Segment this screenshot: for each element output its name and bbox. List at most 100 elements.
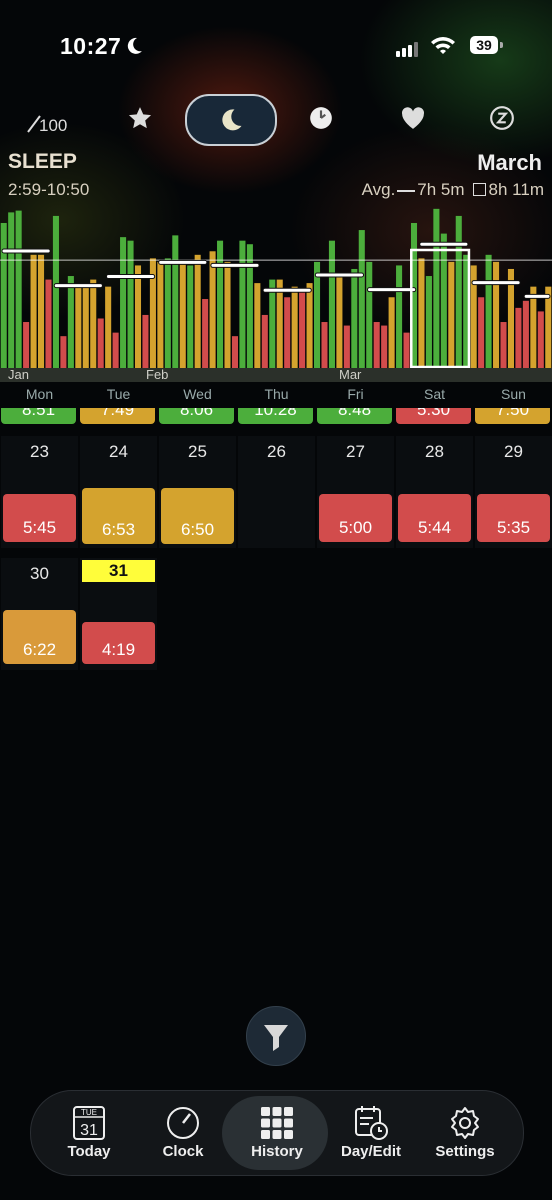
prev-week-badge[interactable]: 10:28 [238,408,313,424]
sleep-bar [493,261,500,368]
nav-history[interactable]: History [222,1091,328,1175]
weekday-sun: Sun [501,386,526,402]
status-time: 10:27 [60,33,122,59]
sleep-bar [425,276,432,368]
sleep-duration-badge: 5:44 [398,494,471,542]
weekday-sat: Sat [423,386,445,402]
prev-week-badge[interactable]: 8:48 [317,408,392,424]
sleep-bar [269,279,276,368]
calendar-day-cell[interactable]: 29 5:35 [475,436,552,548]
clock-icon [310,107,332,129]
avg-label: Avg. [361,180,396,199]
prev-week-value: 8:48 [337,408,372,419]
sleep-bar [373,322,380,368]
sleep-duration-badge: 5:35 [477,494,550,542]
sleep-bar [381,325,388,368]
selected-week-box[interactable] [410,248,471,368]
sleep-range: 2:59-10:50 [8,180,90,199]
sleep-bar [164,258,171,368]
prev-week-badge[interactable]: 8:06 [159,408,234,424]
tab-clock[interactable] [297,94,345,142]
sleep-bar [15,210,22,368]
weekday-mon: Mon [25,386,54,402]
sleep-bar [440,233,447,368]
sleep-bar [239,240,246,368]
sleep-bar [343,325,350,368]
today-day-number: 31 [82,560,155,582]
calendar-day-cell[interactable]: 28 5:44 [396,436,473,548]
sleep-bar [187,265,194,368]
tab-snooze[interactable] [478,94,526,142]
gauge-icon [167,1107,199,1139]
calendar-day-cell[interactable]: 31 4:19 [80,558,157,670]
calendar-day-cell[interactable]: 26 [238,436,315,548]
nav-settings-label: Settings [435,1143,495,1160]
battery-tip [500,42,503,48]
snooze-icon [490,106,514,130]
weekly-average-marker [158,259,208,265]
sleep-bar [38,254,45,368]
day-number: 28 [425,442,444,461]
day-number: 24 [109,442,128,461]
day-number: 27 [346,442,365,461]
calendar-day-cell[interactable]: 30 6:22 [1,558,78,670]
nav-today[interactable]: TUE 31 Today [39,1091,139,1175]
sleep-bar [120,237,127,368]
weekly-average-marker [523,293,551,299]
sleep-duration-badge: 5:00 [319,494,392,542]
sleep-bar [60,336,67,368]
sleep-bar [470,265,477,368]
prev-week-value: 10:28 [254,408,297,419]
sleep-bar [537,311,544,368]
calendar-day-cell[interactable]: 23 5:45 [1,436,78,548]
prev-week-badge[interactable]: 7:49 [80,408,155,424]
month-title[interactable]: March [477,150,542,175]
sleep-bar [314,261,321,368]
nav-day-edit[interactable]: Day/Edit [321,1091,421,1175]
sleep-bar [231,336,238,368]
sleep-bar [209,251,216,368]
calendar-day-cell[interactable]: 24 6:53 [80,436,157,548]
weekly-average-marker [419,241,469,247]
sleep-bar [149,258,156,368]
sleep-chart[interactable] [0,196,552,368]
gear-icon [451,1107,479,1139]
funnel-icon [264,1025,288,1051]
tab-score[interactable]: 100 [22,94,72,142]
sleep-bar [194,254,201,368]
sleep-bar [306,283,313,368]
sleep-duration-badge: 6:22 [3,610,76,664]
filter-button[interactable] [246,1006,306,1066]
sleep-bar [75,286,82,368]
weekly-average-marker [471,280,521,286]
sleep-duration-badge: 6:50 [161,488,234,544]
page-title: SLEEP [8,150,77,173]
nav-clock[interactable]: Clock [133,1091,233,1175]
tab-star[interactable] [116,94,164,142]
prev-week-badge[interactable]: 8:51 [1,408,76,424]
calendar-day-cell[interactable]: 27 5:00 [317,436,394,548]
tab-heart[interactable] [389,94,437,142]
day-number: 30 [30,564,49,583]
sleep-bar [217,240,224,368]
sleep-bar [202,299,209,368]
bottom-nav: TUE 31 Today Clock History Day/Edit Setti… [30,1090,524,1176]
tab-sleep[interactable] [185,94,277,146]
sleep-bar [388,297,395,368]
sleep-bar [172,235,179,368]
axis-label-mar: Mar [339,367,362,382]
axis-label-feb: Feb [146,367,169,382]
nav-settings[interactable]: Settings [415,1091,515,1175]
wifi-icon [431,37,455,54]
calendar-day-cell[interactable]: 25 6:50 [159,436,236,548]
sleep-bar [142,314,149,368]
prev-week-badge[interactable]: 7:50 [475,408,550,424]
prev-week-badge[interactable]: 5:30 [396,408,471,424]
sleep-bar [358,230,365,368]
metric-tabs: 100 [0,94,552,146]
average-legend: Avg. 7h 5m 8h 11m [362,180,544,200]
prev-week-value: 8:51 [21,408,56,419]
moon-icon [222,109,242,131]
sleep-bar [418,258,425,368]
nav-today-label: Today [67,1143,111,1160]
